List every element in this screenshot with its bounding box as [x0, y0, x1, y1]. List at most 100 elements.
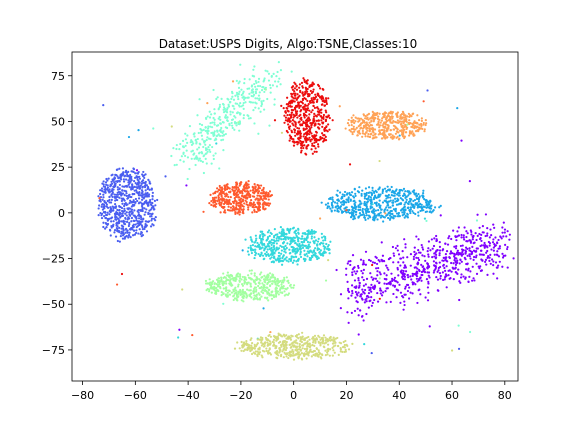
data-point [275, 292, 277, 294]
data-point [252, 186, 254, 188]
data-point [257, 208, 259, 210]
data-point [429, 202, 431, 204]
data-point [385, 112, 387, 114]
data-point [409, 192, 411, 194]
data-point [292, 89, 294, 91]
data-point [402, 125, 404, 127]
data-point [139, 182, 141, 184]
data-point [429, 325, 431, 327]
data-point [178, 148, 180, 150]
data-point [344, 191, 346, 193]
data-point [324, 246, 326, 248]
data-point [444, 276, 446, 278]
data-point [290, 337, 292, 339]
data-point [182, 140, 184, 142]
data-point [223, 211, 225, 213]
data-point [300, 117, 302, 119]
data-point [341, 203, 343, 205]
data-point [343, 351, 345, 353]
data-point [380, 292, 382, 294]
data-point [362, 260, 364, 262]
data-point [253, 83, 255, 85]
data-point [263, 275, 265, 277]
data-point [356, 270, 358, 272]
data-point [459, 282, 461, 284]
data-point [295, 255, 297, 257]
data-point [340, 342, 342, 344]
data-point [402, 127, 404, 129]
data-point [332, 349, 334, 351]
data-point [263, 187, 265, 189]
data-point [270, 247, 272, 249]
data-point [292, 342, 294, 344]
data-point [320, 254, 322, 256]
data-point [216, 200, 218, 202]
data-point [131, 213, 133, 215]
data-point [318, 85, 320, 87]
data-point [123, 175, 125, 177]
data-point [325, 116, 327, 118]
data-point [321, 236, 323, 238]
data-point [247, 250, 249, 252]
data-point [211, 146, 213, 148]
data-point [133, 209, 135, 211]
data-point [425, 124, 427, 126]
data-point [195, 157, 197, 159]
cluster-class-9 [121, 77, 381, 300]
data-point [315, 239, 317, 241]
data-point [247, 192, 249, 194]
data-point [306, 253, 308, 255]
data-point [365, 283, 367, 285]
data-point [509, 234, 511, 236]
data-point [321, 354, 323, 356]
data-point [217, 277, 219, 279]
data-point [290, 116, 292, 118]
data-point [323, 334, 325, 336]
data-point [255, 82, 257, 84]
data-point [313, 113, 315, 115]
data-point [483, 242, 485, 244]
data-point [245, 97, 247, 99]
data-point [273, 245, 275, 247]
data-point [226, 186, 228, 188]
data-point [259, 85, 261, 87]
data-point [198, 146, 200, 148]
data-point [290, 259, 292, 261]
data-point [145, 189, 147, 191]
data-point [400, 197, 402, 199]
data-point [341, 196, 343, 198]
data-point [369, 136, 371, 138]
data-point [267, 292, 269, 294]
data-point [217, 285, 219, 287]
data-point [311, 124, 313, 126]
data-point [280, 354, 282, 356]
data-point [186, 134, 188, 136]
data-point [253, 352, 255, 354]
data-point [213, 198, 215, 200]
data-point [249, 339, 251, 341]
data-point [359, 309, 361, 311]
data-point [404, 276, 406, 278]
data-point [413, 135, 415, 137]
data-point [355, 291, 357, 293]
data-point [423, 268, 425, 270]
data-point [138, 171, 140, 173]
data-point [308, 119, 310, 121]
data-point [351, 343, 353, 345]
data-point [244, 278, 246, 280]
data-point [308, 133, 310, 135]
data-point [418, 289, 420, 291]
data-point [363, 279, 365, 281]
data-point [111, 210, 113, 212]
data-point [446, 286, 448, 288]
data-point [291, 246, 293, 248]
data-point [249, 196, 251, 198]
data-point [289, 243, 291, 245]
data-point [230, 98, 232, 100]
data-point [236, 273, 238, 275]
data-point [214, 123, 216, 125]
data-point [302, 347, 304, 349]
data-point [300, 149, 302, 151]
data-point [241, 94, 243, 96]
data-point [331, 347, 333, 349]
